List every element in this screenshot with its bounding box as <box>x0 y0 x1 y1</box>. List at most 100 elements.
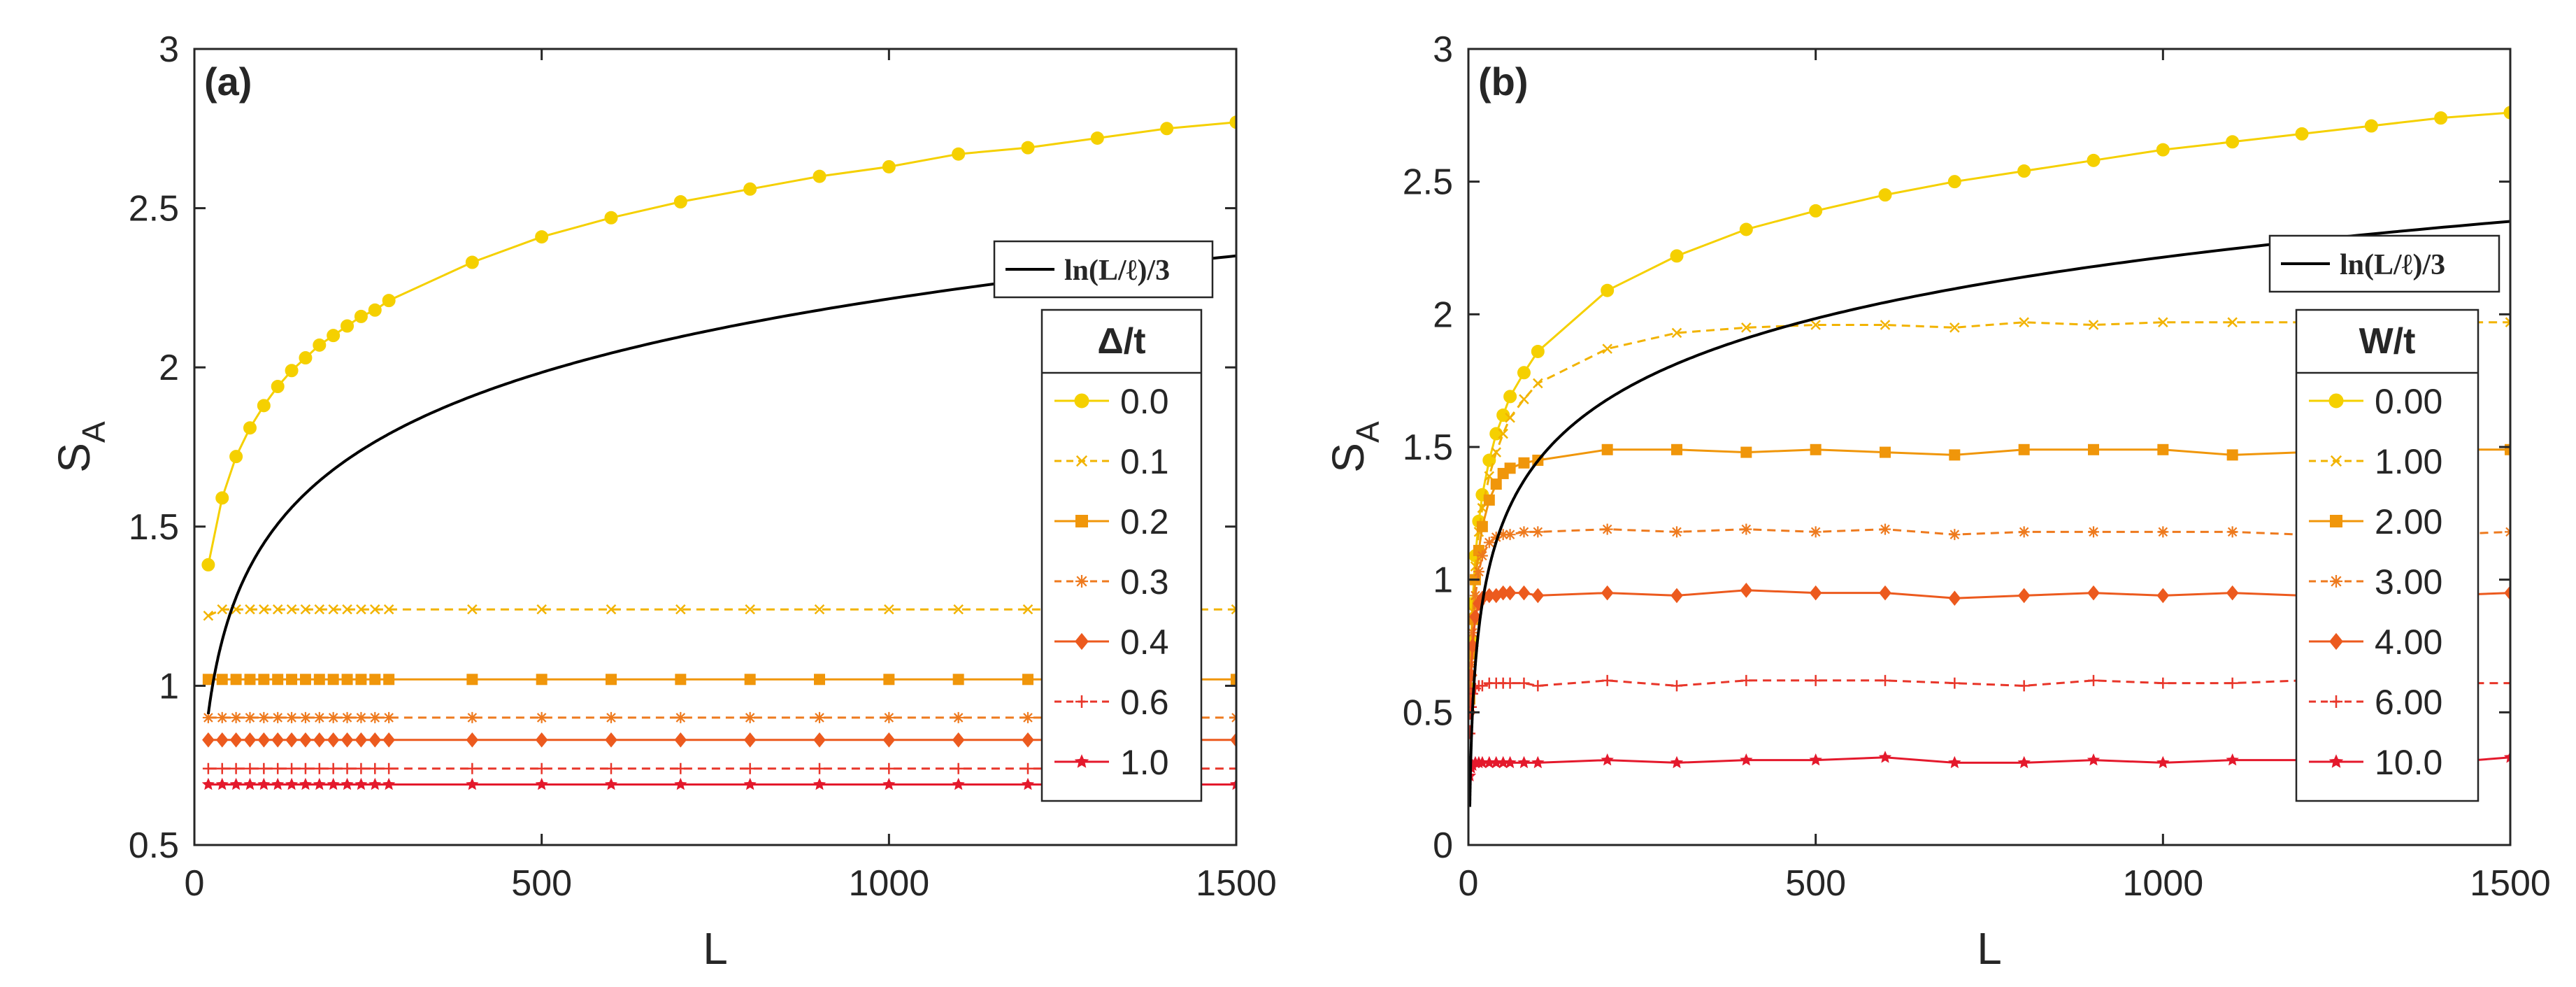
legend-marker <box>2330 575 2342 588</box>
y-axis-label-main: S <box>49 443 99 473</box>
data-point <box>382 732 395 748</box>
data-point <box>2505 677 2510 689</box>
y-axis-label: SA <box>49 421 112 473</box>
data-point <box>286 604 297 615</box>
legend-marker <box>1074 754 1089 768</box>
legend-entry-0.6: 0.6 <box>1054 683 1169 722</box>
legend-label: 6.00 <box>2375 683 2442 722</box>
data-point <box>368 777 382 790</box>
data-point <box>1533 378 1543 389</box>
data-point <box>1491 447 1502 457</box>
data-point <box>202 711 214 723</box>
y-axis-label-text: SA <box>1323 421 1386 473</box>
data-point <box>2156 143 2170 157</box>
data-point <box>1740 523 1752 535</box>
data-point <box>1517 755 1531 769</box>
data-point <box>1231 762 1236 774</box>
data-point <box>1482 755 1496 769</box>
data-point <box>285 364 299 378</box>
data-point <box>535 777 548 790</box>
legend-entry-0.4: 0.4 <box>1054 623 1169 662</box>
legend-marker <box>1075 695 1088 708</box>
data-point <box>313 762 325 774</box>
data-point <box>536 711 548 723</box>
data-point <box>201 558 215 571</box>
data-point <box>813 732 826 748</box>
data-point <box>674 732 687 748</box>
data-point <box>1469 590 1481 602</box>
y-tick-label: 0 <box>1433 825 1453 866</box>
data-point <box>1949 322 1960 333</box>
data-point <box>743 182 757 196</box>
data-point <box>884 604 894 615</box>
data-point <box>1490 531 1502 543</box>
data-point <box>1880 674 1891 686</box>
fit-legend: ln(L/ℓ)/3 <box>2268 234 2500 293</box>
data-point <box>369 711 381 723</box>
legend-label: 0.6 <box>1120 683 1169 722</box>
data-point <box>952 147 966 161</box>
x-tick-label: 1500 <box>2470 863 2551 904</box>
legend-entry-2.00: 2.00 <box>2309 502 2442 541</box>
data-point <box>203 610 214 621</box>
data-point <box>1229 115 1236 129</box>
data-point <box>606 762 617 774</box>
panel-a: 0 500 1000 1500 0.5 1 1.5 2 2.5 3 L SA (a) ln(L/ℓ)/3 Δ… <box>49 29 1277 974</box>
data-point <box>2434 111 2448 125</box>
legend-box <box>1040 308 1203 802</box>
data-point <box>606 604 617 615</box>
data-point <box>1483 537 1495 548</box>
series-0.0 <box>201 115 1236 571</box>
legend-entry-0.0: 0.0 <box>1054 382 1169 421</box>
data-point <box>1022 732 1034 748</box>
data-point <box>1468 667 1477 683</box>
data-point <box>229 732 243 748</box>
legend-label: 0.4 <box>1120 623 1169 662</box>
data-point <box>952 674 964 686</box>
data-point <box>299 777 313 790</box>
data-point <box>813 169 827 183</box>
data-point <box>201 777 215 790</box>
data-point <box>1947 175 1961 189</box>
data-point <box>368 732 382 748</box>
data-point <box>2088 443 2099 455</box>
data-point <box>286 762 298 774</box>
data-point <box>215 777 229 790</box>
data-point <box>2018 443 2030 455</box>
data-point <box>327 777 340 790</box>
data-point <box>341 711 353 723</box>
data-point <box>1670 755 1684 769</box>
data-point <box>1505 412 1515 423</box>
legend-label: 0.00 <box>2375 382 2442 421</box>
y-tick-label: 1.5 <box>129 507 179 548</box>
y-tick-label: 0.5 <box>1403 693 1453 733</box>
data-point <box>743 777 757 790</box>
legend-label: 3.00 <box>2375 562 2442 602</box>
data-point <box>2226 135 2240 149</box>
data-point <box>1498 428 1508 439</box>
data-point <box>243 421 257 435</box>
data-point <box>2087 753 2101 766</box>
data-point <box>1810 674 1822 686</box>
data-point <box>1490 478 1502 490</box>
data-point <box>2157 677 2169 689</box>
data-point <box>257 777 271 790</box>
legend-entry-0.1: 0.1 <box>1054 442 1169 481</box>
data-point <box>313 338 327 352</box>
data-point <box>744 711 756 723</box>
series-6.00 <box>1468 674 2510 739</box>
data-point <box>882 159 896 173</box>
y-tick-label: 2 <box>1433 294 1453 335</box>
series-line-0.1 <box>208 608 1236 617</box>
y-axis-label-subscript: A <box>1350 421 1386 443</box>
data-point <box>229 450 243 464</box>
data-point <box>2226 677 2238 689</box>
data-point <box>1810 443 1822 455</box>
data-point <box>1948 755 1961 769</box>
data-point <box>1468 638 1479 654</box>
x-tick-label: 500 <box>1785 863 1846 904</box>
data-point <box>1504 677 1516 689</box>
x-tick-label: 500 <box>511 863 572 904</box>
data-point <box>2158 317 2168 327</box>
data-point <box>1517 366 1531 380</box>
